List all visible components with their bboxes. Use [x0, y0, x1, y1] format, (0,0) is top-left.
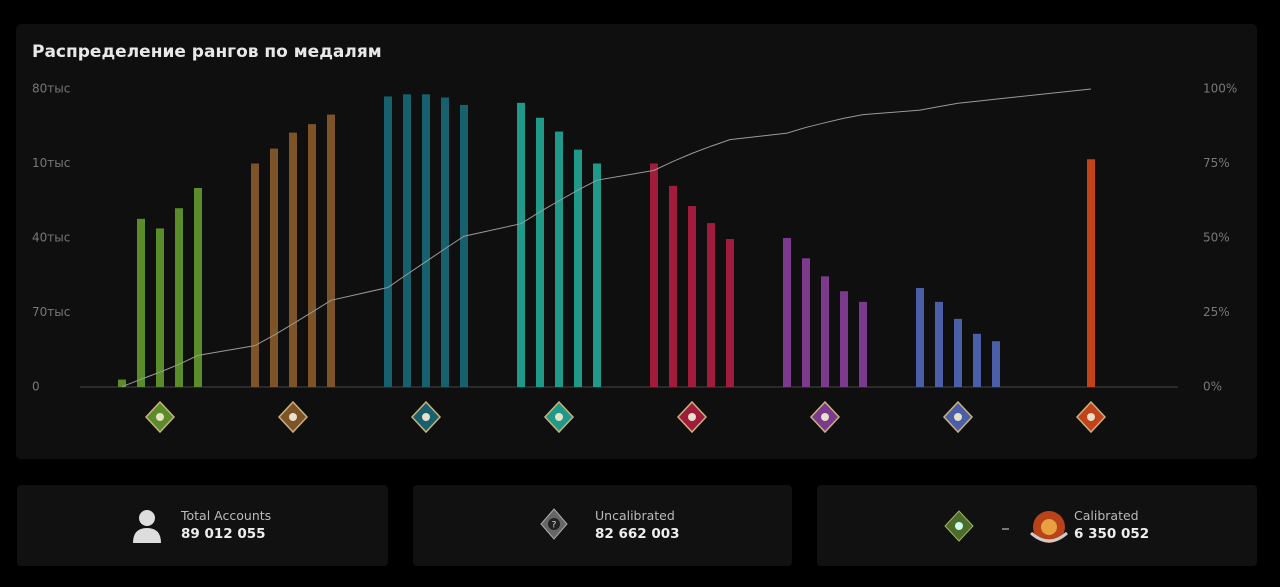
bar — [422, 94, 430, 388]
y2-tick-label: 25% — [1203, 305, 1230, 319]
medal-gem — [156, 413, 164, 421]
bar — [802, 258, 810, 387]
card-value: 89 012 055 — [181, 526, 266, 542]
bar — [536, 117, 544, 387]
card: ? Uncalibrated 82 662 003 — [413, 485, 792, 566]
medal-gem — [1087, 413, 1095, 421]
card-label: Total Accounts — [181, 508, 272, 523]
cumulative-line — [121, 88, 1092, 388]
medal-gem — [821, 413, 829, 421]
bar — [384, 96, 392, 387]
svg-text:?: ? — [552, 521, 557, 531]
bar — [859, 301, 867, 387]
card: Calibrated 6 350 052 — [817, 485, 1257, 566]
medal-gem — [555, 413, 563, 421]
bar — [270, 148, 278, 387]
bar — [289, 132, 297, 387]
y2-tick-label: 50% — [1203, 231, 1230, 245]
bar — [308, 124, 316, 387]
card-value: 6 350 052 — [1074, 526, 1150, 542]
bar — [517, 102, 525, 387]
bar — [688, 206, 696, 387]
bar — [783, 238, 791, 387]
card: Total Accounts 89 012 055 — [17, 485, 388, 566]
uncalibrated-icon: ? — [540, 508, 568, 540]
y-tick-label: 70тыс — [32, 305, 70, 319]
bar — [669, 185, 677, 387]
y2-tick-label: 0% — [1203, 380, 1222, 394]
y2-tick-label: 100% — [1203, 82, 1237, 96]
chart-panel — [16, 24, 1257, 459]
bar — [593, 163, 601, 387]
bar — [954, 318, 962, 387]
bar — [175, 208, 183, 387]
y2-tick-label: 75% — [1203, 156, 1230, 170]
chart-title: Распределение рангов по медалям — [32, 42, 382, 62]
bar — [821, 276, 829, 387]
card-label: Calibrated — [1074, 508, 1139, 523]
bar — [118, 379, 126, 387]
bar — [935, 301, 943, 387]
medal-gem — [289, 413, 297, 421]
bar — [327, 114, 335, 388]
bar — [403, 94, 411, 388]
card-value: 82 662 003 — [595, 526, 680, 542]
bar — [137, 218, 145, 387]
y-tick-label: 10тыс — [32, 156, 70, 170]
bar — [441, 97, 449, 387]
bar — [156, 228, 164, 387]
y-tick-label: 0 — [32, 380, 40, 394]
y-tick-label: 40тыс — [32, 231, 70, 245]
bar — [726, 239, 734, 387]
medal-gem — [422, 413, 430, 421]
bar — [574, 149, 582, 387]
bar — [460, 104, 468, 387]
user-icon — [133, 510, 161, 543]
card-label: Uncalibrated — [595, 508, 675, 523]
bar — [194, 187, 202, 387]
medal-gem — [954, 413, 962, 421]
bar — [840, 291, 848, 387]
bar — [916, 288, 924, 387]
range-icons — [944, 510, 1068, 543]
bar — [1087, 159, 1095, 387]
bar — [555, 131, 563, 387]
bar — [992, 341, 1000, 387]
bar — [650, 163, 658, 387]
bar — [251, 163, 259, 387]
bar — [973, 333, 981, 387]
chart: Распределение рангов по медалям 0 70тыс 40… — [16, 24, 1257, 459]
y-tick-label: 80тыс — [32, 82, 70, 96]
bar — [707, 223, 715, 387]
medal-gem — [688, 413, 696, 421]
